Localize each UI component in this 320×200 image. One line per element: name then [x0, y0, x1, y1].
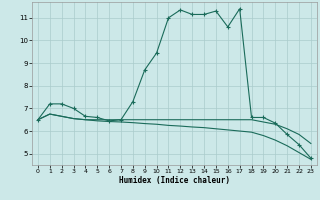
X-axis label: Humidex (Indice chaleur): Humidex (Indice chaleur) — [119, 176, 230, 185]
